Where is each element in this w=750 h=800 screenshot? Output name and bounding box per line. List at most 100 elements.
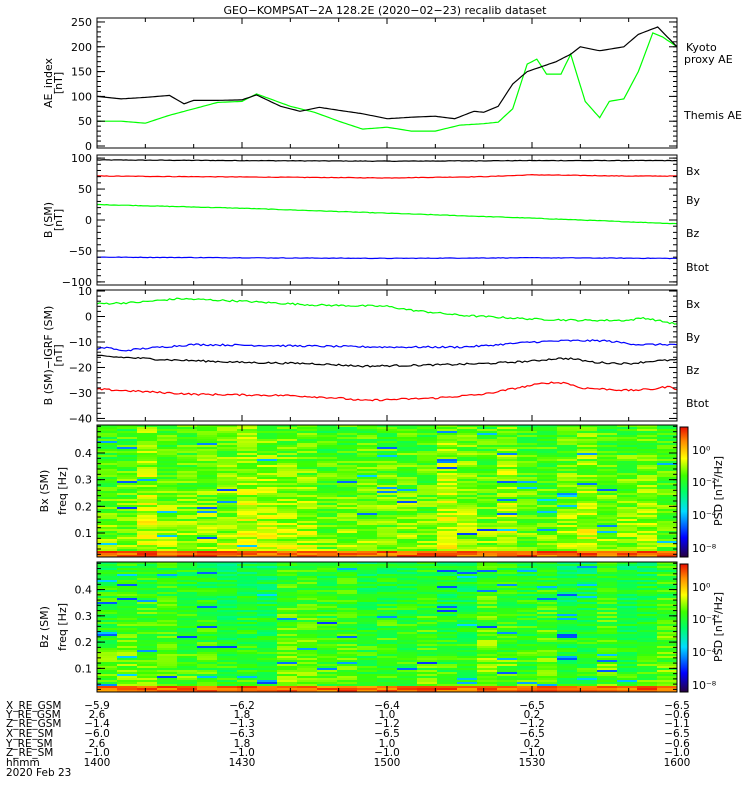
spectrogram-cell [657, 425, 678, 427]
spectrogram-cell [437, 513, 458, 515]
spectrogram-cell [237, 574, 258, 576]
spectrogram-cell [517, 614, 538, 616]
spectrogram-cell [497, 519, 518, 521]
spectrogram-cell [397, 455, 418, 457]
spectrogram-cell [657, 628, 678, 630]
spectrogram-cell [477, 431, 498, 433]
colorbar-step [680, 491, 688, 492]
spectrogram-cell [517, 523, 538, 525]
spectrogram-cell [617, 684, 638, 686]
spectrogram-cell [437, 662, 458, 664]
spectrogram-cell [97, 686, 118, 688]
spectrogram-cell [297, 582, 318, 584]
spectrogram-cell [637, 626, 658, 628]
spectrogram-cell [397, 672, 418, 674]
y-axis-unit: [nT] [52, 344, 65, 366]
spectrogram-cell [357, 487, 378, 489]
spectrogram-cell [177, 568, 198, 570]
spectrogram-cell [577, 431, 598, 433]
spectrogram-cell [317, 628, 338, 630]
spectrogram-cell [197, 493, 218, 495]
spectrogram-cell [457, 680, 478, 682]
spectrogram-cell [477, 568, 498, 570]
spectrogram-cell [377, 644, 398, 646]
spectrogram-cell [337, 555, 358, 557]
spectrogram-cell [117, 582, 138, 584]
spectrogram-cell [597, 672, 618, 674]
spectrogram-cell [637, 527, 658, 529]
spectrogram-cell [177, 618, 198, 620]
spectrogram-cell [297, 467, 318, 469]
spectrogram-cell [237, 614, 258, 616]
spectrogram-cell [277, 529, 298, 531]
spectrogram-cell [517, 489, 538, 491]
spectrogram-cell [557, 451, 578, 453]
spectrogram-cell [297, 497, 318, 499]
spectrogram-cell [177, 473, 198, 475]
spectrogram-cell [157, 594, 178, 596]
spectrogram-cell [177, 455, 198, 457]
spectrogram-cell [317, 455, 338, 457]
spectrogram-cell [237, 473, 258, 475]
spectrogram-cell [617, 445, 638, 447]
ephemeris-row-label: hhmm [6, 757, 40, 769]
spectrogram-cell [117, 483, 138, 485]
spectrogram-cell [277, 481, 298, 483]
spectrogram-cell [477, 477, 498, 479]
spectrogram-cell [117, 429, 138, 431]
spectrogram-cell [357, 435, 378, 437]
spectrogram-cell [557, 674, 578, 676]
spectrogram-cell [217, 535, 238, 537]
spectrogram-cell [337, 515, 358, 517]
spectrogram-cell [557, 676, 578, 678]
spectrogram-cell [357, 598, 378, 600]
spectrogram-cell [297, 678, 318, 680]
spectrogram-cell [517, 572, 538, 574]
spectrogram-cell [297, 638, 318, 640]
spectrogram-cell [637, 501, 658, 503]
spectrogram-cell [377, 576, 398, 578]
spectrogram-cell [437, 638, 458, 640]
spectrogram-cell [357, 525, 378, 527]
spectrogram-cell [577, 493, 598, 495]
spectrogram-cell [337, 513, 358, 515]
spectrogram-cell [357, 620, 378, 622]
spectrogram-cell [497, 676, 518, 678]
colorbar-step [680, 676, 688, 677]
series-line-btot [97, 354, 678, 368]
colorbar-step [680, 545, 688, 546]
spectrogram-cell [297, 592, 318, 594]
spectrogram-cell [237, 553, 258, 555]
spectrogram-cell [337, 495, 358, 497]
spectrogram-cell [97, 680, 118, 682]
spectrogram-cell [357, 602, 378, 604]
spectrogram-cell [617, 529, 638, 531]
spectrogram-cell [637, 680, 658, 682]
spectrogram-cell [197, 594, 218, 596]
spectrogram-cell [517, 443, 538, 445]
spectrogram-cell [477, 562, 498, 564]
spectrogram-cell [457, 660, 478, 662]
y-axis-label: B (SM) [42, 202, 55, 238]
spectrogram-cell [97, 656, 118, 658]
spectrogram-cell [417, 451, 438, 453]
spectrogram-cell [537, 525, 558, 527]
spectrogram-cell [197, 541, 218, 543]
spectrogram-cell [257, 642, 278, 644]
spectrogram-cell [237, 654, 258, 656]
spectrogram-cell [197, 533, 218, 535]
spectrogram-cell [337, 527, 358, 529]
spectrogram-cell [557, 622, 578, 624]
spectrogram-cell [237, 555, 258, 557]
spectrogram-cell [177, 545, 198, 547]
spectrogram-cell [457, 523, 478, 525]
spectrogram-cell [457, 521, 478, 523]
spectrogram-cell [397, 451, 418, 453]
spectrogram-cell [237, 672, 258, 674]
spectrogram-cell [337, 646, 358, 648]
spectrogram-cell [237, 626, 258, 628]
spectrogram-cell [177, 475, 198, 477]
spectrogram-cell [577, 614, 598, 616]
spectrogram-cell [137, 481, 158, 483]
spectrogram-cell [617, 586, 638, 588]
